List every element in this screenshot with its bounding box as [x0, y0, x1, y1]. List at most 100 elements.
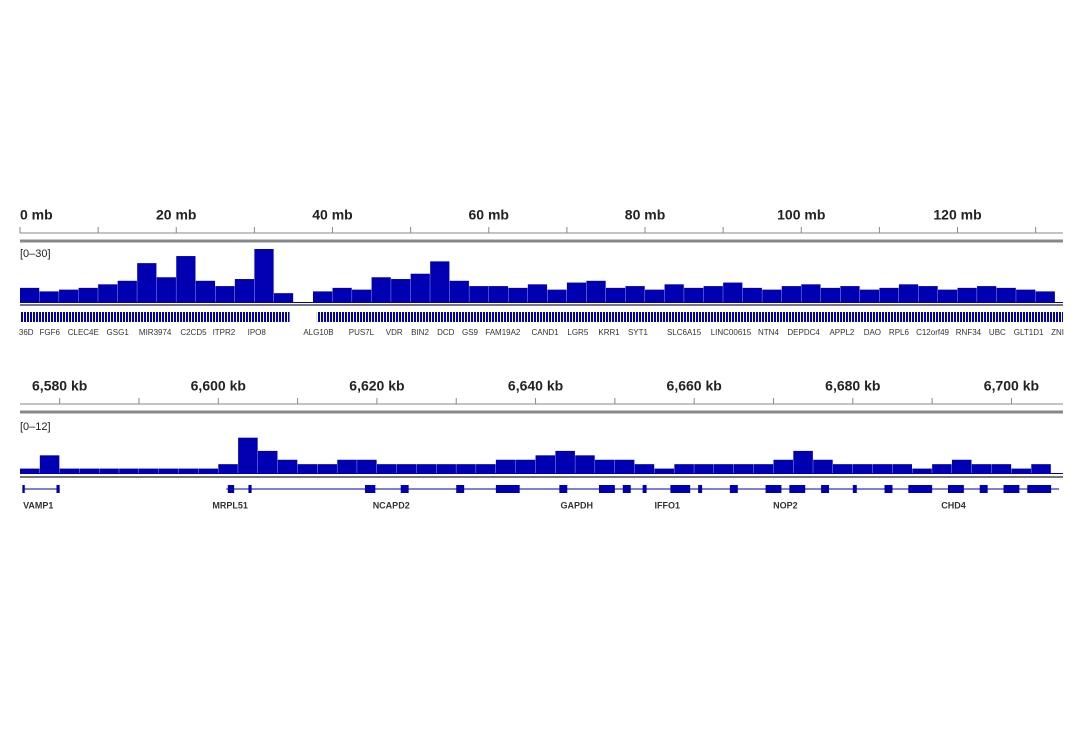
- coverage-bar: [508, 287, 528, 302]
- coverage-bar: [781, 286, 801, 302]
- coverage-bar: [773, 459, 794, 473]
- coverage-bar: [645, 289, 665, 302]
- coverage-bar: [138, 468, 159, 473]
- exon: [559, 485, 568, 493]
- gene-label: NTN4: [758, 328, 779, 337]
- exon: [642, 485, 647, 493]
- coverage-bar: [912, 468, 932, 473]
- coverage-bar: [257, 450, 278, 473]
- coverage-bar: [801, 284, 821, 302]
- x-tick-label: 6,600 kb: [191, 378, 246, 394]
- x-tick-label: 60 mb: [469, 207, 509, 223]
- exon: [852, 485, 857, 493]
- x-tick-label: 6,680 kb: [825, 378, 880, 394]
- coverage-bar: [957, 287, 977, 302]
- coverage-bar: [254, 249, 274, 302]
- coverage-bar: [332, 287, 352, 302]
- gene-label: LINC00615: [711, 328, 752, 337]
- gene-label: GSG1: [107, 328, 130, 337]
- gene-features: [20, 312, 290, 322]
- coverage-bar: [1011, 468, 1031, 473]
- exon: [599, 485, 615, 493]
- gene-label: ALG10B: [303, 328, 333, 337]
- x-tick-label: 40 mb: [312, 207, 352, 223]
- track-separator: [20, 476, 1063, 478]
- exon: [884, 485, 893, 493]
- x-tick-label: 120 mb: [933, 207, 981, 223]
- coverage-bar: [137, 263, 157, 302]
- gene-label: FAM19A2: [485, 328, 521, 337]
- coverage-bar: [664, 284, 684, 302]
- gene-label: FGF6: [39, 328, 60, 337]
- coverage-bar: [515, 459, 536, 473]
- coverage-bar: [753, 464, 774, 473]
- coverage-bar: [813, 459, 833, 473]
- coverage-bar: [469, 286, 489, 302]
- data-range-label: [0–12]: [20, 421, 51, 433]
- coverage-bar: [527, 284, 548, 302]
- track-separator: [20, 410, 1063, 414]
- coverage-bar: [238, 437, 258, 473]
- coverage-bar: [79, 468, 100, 473]
- coverage-bar: [195, 280, 216, 302]
- gene-label: C12orf49: [916, 328, 949, 337]
- exon: [979, 485, 988, 493]
- gene-features: [316, 312, 1063, 322]
- panel: 6,580 kb 6,600 kb 6,620 kb 6,640 kb 6,660 kb…: [20, 378, 1063, 510]
- coverage-bar: [376, 464, 397, 473]
- exon: [227, 485, 235, 493]
- coverage-bar: [634, 464, 655, 473]
- coverage-bar: [371, 277, 391, 302]
- coverage-bar: [614, 459, 635, 473]
- coverage-bar: [898, 284, 919, 302]
- gene-label: NOP2: [773, 500, 798, 510]
- coverage-bar: [674, 464, 694, 473]
- coverage-bar: [820, 287, 841, 302]
- coverage-bar: [703, 286, 723, 302]
- coverage-bar: [625, 286, 645, 302]
- coverage-bar: [918, 286, 938, 302]
- coverage-bar: [742, 287, 762, 302]
- gene-label: GAPDH: [561, 500, 594, 510]
- coverage-bar: [723, 282, 743, 302]
- gene-label: RNF34: [956, 328, 982, 337]
- coverage-bar: [1031, 464, 1051, 473]
- gene-label: SLC6A15: [667, 328, 702, 337]
- gene-label: PUS7L: [349, 328, 375, 337]
- gene-label: IPO8: [248, 328, 267, 337]
- coverage-bar: [991, 464, 1012, 473]
- x-tick-label: 6,580 kb: [32, 378, 87, 394]
- coverage-bar: [495, 459, 516, 473]
- coverage-bar: [793, 450, 813, 473]
- coverage-bar: [449, 280, 469, 302]
- gene-label: C2CD5: [180, 328, 207, 337]
- x-tick-label: 6,700 kb: [984, 378, 1039, 394]
- gene-label: VDR: [386, 328, 403, 337]
- x-tick-label: 100 mb: [777, 207, 825, 223]
- coverage-bar: [20, 287, 40, 302]
- coverage-bar: [937, 289, 958, 302]
- coverage-bar: [312, 291, 333, 302]
- coverage-bar: [410, 273, 430, 302]
- coverage-bar: [714, 464, 734, 473]
- coverage-bar: [156, 277, 176, 302]
- exon: [248, 485, 252, 493]
- gene-label: GS9: [462, 328, 479, 337]
- exon: [670, 485, 691, 493]
- exon: [1003, 485, 1020, 493]
- exon: [908, 485, 933, 493]
- coverage-bar: [198, 468, 218, 473]
- gene-label: ZNI: [1051, 328, 1064, 337]
- coverage-bar: [932, 464, 952, 473]
- exon: [365, 485, 376, 493]
- coverage-bar: [586, 280, 606, 302]
- coverage-bar: [555, 450, 575, 473]
- exon: [789, 485, 806, 493]
- coverage-bar: [971, 464, 992, 473]
- gene-label: SYT1: [628, 328, 649, 337]
- gene-label: UBC: [989, 328, 1006, 337]
- coverage-bar: [996, 287, 1016, 302]
- coverage-bar: [78, 287, 98, 302]
- exon: [622, 485, 631, 493]
